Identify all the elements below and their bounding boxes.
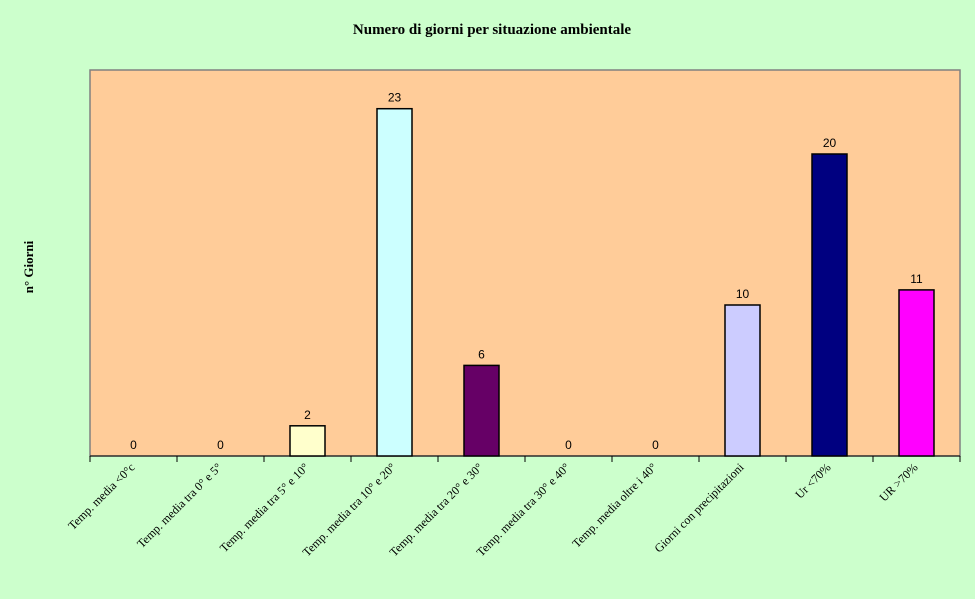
bar <box>811 153 848 457</box>
x-tick-label: Temp. media tra 30° e 40° <box>474 460 573 559</box>
data-label: 2 <box>304 408 311 422</box>
bar <box>289 425 326 457</box>
data-label: 11 <box>910 272 923 286</box>
data-label: 0 <box>565 438 572 452</box>
bar <box>376 107 413 457</box>
x-tick-label: Temp. media <0°c <box>65 460 137 532</box>
data-label: 23 <box>388 91 402 105</box>
data-label: 6 <box>478 347 485 361</box>
x-tick-label: Temp. media tra 0° e 5° <box>134 460 225 551</box>
y-axis-label: n° Giorni <box>21 240 36 293</box>
bar <box>724 304 761 457</box>
x-tick-label: Temp. media oltre i 40° <box>569 460 659 550</box>
chart-title: Numero di giorni per situazione ambienta… <box>353 22 632 38</box>
x-tick-label: UR >70% <box>876 460 920 504</box>
x-ticks-group <box>89 456 961 462</box>
bars-group: 0 0 2 23 6 0 0 10 20 11 <box>130 91 935 457</box>
data-label: 0 <box>652 438 659 452</box>
x-tick-label: Giorni con precipitazioni <box>651 460 747 556</box>
data-label: 0 <box>217 438 224 452</box>
x-tick-label: Temp. media tra 20° e 30° <box>387 460 486 559</box>
bar <box>463 364 500 457</box>
bar <box>898 289 935 457</box>
x-tick-label: Ur <70% <box>792 460 833 501</box>
x-tick-label: Temp. media tra 5° e 10° <box>217 460 312 555</box>
data-label: 20 <box>823 136 837 150</box>
x-tick-label: Temp. media tra 10° e 20° <box>300 460 399 559</box>
data-label: 0 <box>130 438 137 452</box>
data-label: 10 <box>736 287 750 301</box>
